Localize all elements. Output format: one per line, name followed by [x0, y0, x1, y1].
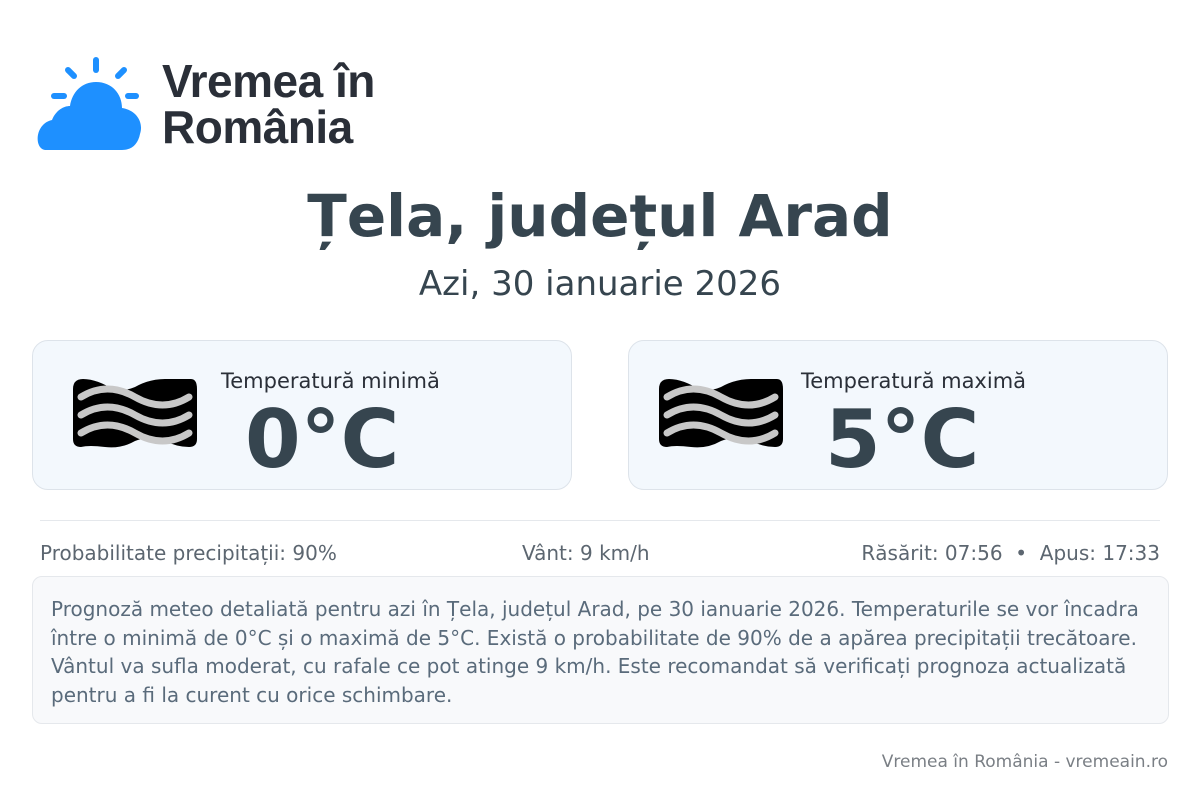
- logo: Vremea în România: [36, 54, 375, 154]
- max-temp-label: Temperatură maximă: [801, 369, 1027, 393]
- min-temp-label: Temperatură minimă: [221, 369, 440, 393]
- page-title: Țela, județul Arad: [307, 182, 893, 250]
- precipitation-stat: Probabilitate precipitații: 90%: [40, 541, 337, 565]
- fog-icon: [73, 379, 197, 448]
- sun-cloud-icon: [37, 57, 142, 150]
- max-temp-value: 5°C: [825, 393, 980, 486]
- forecast-description: Prognoză meteo detaliată pentru azi în Ț…: [32, 576, 1169, 724]
- max-temp-card: Temperatură maximă 5°C: [628, 340, 1168, 490]
- logo-line1: Vremea în: [162, 55, 375, 107]
- fog-icon: [659, 379, 783, 448]
- min-temp-value: 0°C: [245, 393, 400, 486]
- footer-credit: Vremea în România - vremeain.ro: [881, 752, 1168, 772]
- divider: [40, 520, 1160, 521]
- wind-stat: Vânt: 9 km/h: [522, 541, 650, 565]
- sun-times-stat: Răsărit: 07:56 • Apus: 17:33: [861, 541, 1160, 565]
- logo-line2: România: [162, 101, 353, 153]
- min-temp-card: Temperatură minimă 0°C: [32, 340, 572, 490]
- date-subtitle: Azi, 30 ianuarie 2026: [418, 264, 782, 304]
